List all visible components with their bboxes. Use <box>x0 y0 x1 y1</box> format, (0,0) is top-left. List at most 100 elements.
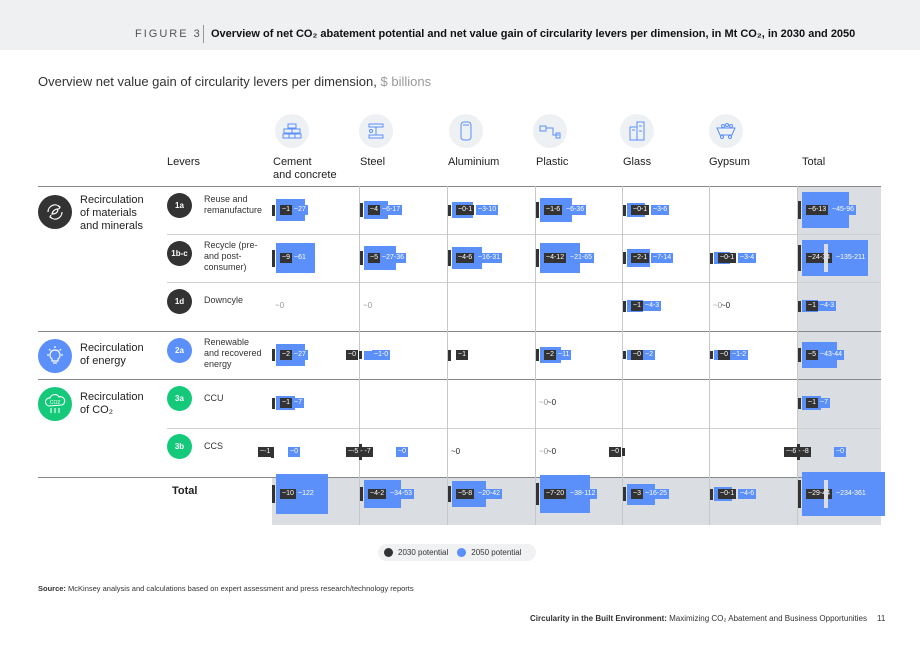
label-2030: ~0-1 <box>456 205 475 215</box>
bar-2030 <box>798 245 801 271</box>
label-2050: ~4-6 <box>738 489 757 499</box>
cell-zero-value: ~0 <box>547 398 557 407</box>
column-divider <box>709 186 710 525</box>
lever-badge-1d: 1d <box>167 289 192 314</box>
label-2030: ~2-1 <box>631 253 650 263</box>
label-2030: ~5 <box>368 253 380 263</box>
label-2030: ~3 <box>631 489 643 499</box>
label-2050: ~43-44 <box>818 350 844 360</box>
label-2030: ~1 <box>280 398 292 408</box>
bar-2030 <box>623 351 626 359</box>
bar-2030 <box>536 483 539 505</box>
levers-header: Levers <box>167 156 201 168</box>
bar-2030 <box>272 249 275 267</box>
section-divider <box>38 477 881 478</box>
label-2030: ~2 <box>544 350 556 360</box>
column-divider <box>535 186 536 525</box>
column-divider <box>447 186 448 525</box>
column-header-plastic: Plastic <box>536 156 569 168</box>
label-2050: ~3-10 <box>476 205 499 215</box>
bar-2030 <box>623 251 626 265</box>
column-divider <box>622 186 623 525</box>
legend-2050-label: 2050 potential <box>471 548 522 557</box>
header-divider <box>203 25 204 43</box>
bar-2030 <box>448 485 451 503</box>
section-divider <box>38 186 881 187</box>
bar-2030 <box>448 204 451 216</box>
bricks-icon <box>275 114 309 148</box>
label-2030: ~0-1 <box>718 489 737 499</box>
legend-2030-swatch <box>384 548 393 557</box>
label-2050: ~4-3 <box>643 301 662 311</box>
column-header-gypsum: Gypsum <box>709 156 750 168</box>
co2-cloud-icon: CO2 <box>38 387 72 421</box>
label-2050: ~6-17 <box>380 205 403 215</box>
column-header-total: Total <box>802 156 826 168</box>
chart-legend: 2030 potential 2050 potential <box>378 544 536 561</box>
label-2030: ~1-6 <box>544 205 563 215</box>
label-2050: ~6-36 <box>564 205 587 215</box>
label-2050: ~16-31 <box>476 253 502 263</box>
label-2030: ~-6 - -8 <box>784 447 811 457</box>
section-divider <box>38 379 881 380</box>
bar-2030 <box>359 351 362 359</box>
subtitle-unit: $ billions <box>380 74 432 89</box>
axis-break-marker <box>824 480 828 508</box>
lever-name-3b: CCS <box>204 441 224 451</box>
label-2030: ~6-13 <box>806 205 829 215</box>
cell-zero-value: ~0 <box>363 301 373 310</box>
cell-zero-value: ~0 <box>451 447 461 456</box>
row-divider <box>167 282 881 283</box>
glass-building-icon <box>620 114 654 148</box>
cell-zero-value: ~0 <box>275 301 285 310</box>
label-2030: ~7-20 <box>544 489 567 499</box>
label-2050: ~11 <box>556 350 572 360</box>
bar-2030 <box>360 487 363 501</box>
legend-2030-label: 2030 potential <box>398 548 449 557</box>
label-2030: ~1 <box>806 398 818 408</box>
aluminium-can-icon <box>449 114 483 148</box>
lever-badge-1a: 1a <box>167 193 192 218</box>
label-2050: ~0 <box>396 447 408 457</box>
label-2030: ~0 <box>346 350 358 360</box>
label-2050: ~0 <box>834 447 846 457</box>
bar-2030 <box>623 300 626 312</box>
bar-2030 <box>798 347 801 363</box>
cell-zero-value: ~0 <box>539 398 549 407</box>
bar-2030 <box>272 204 275 216</box>
plastic-pipe-icon <box>533 114 567 148</box>
label-2050: ~7-14 <box>651 253 674 263</box>
bar-2030 <box>710 351 713 359</box>
label-2050: ~27-36 <box>380 253 406 263</box>
label-2030: ~0 <box>609 447 621 457</box>
bar-2030 <box>536 348 539 362</box>
label-2050: ~20-42 <box>476 489 502 499</box>
label-2030: ~1 <box>631 301 643 311</box>
figure-label: FIGURE 3 <box>135 28 202 40</box>
label-2050: ~3-6 <box>651 205 670 215</box>
bar-2030 <box>272 348 275 362</box>
lever-badge-3a: 3a <box>167 386 192 411</box>
column-header-steel: Steel <box>360 156 386 168</box>
label-2050: ~27 <box>292 205 308 215</box>
axis-break-marker <box>824 244 828 272</box>
chart-subtitle: Overview net value gain of circularity l… <box>38 74 431 89</box>
bar-2030 <box>798 200 801 220</box>
label-2050: ~16-25 <box>643 489 669 499</box>
lever-badge-3b: 3b <box>167 434 192 459</box>
label-2030: ~1 <box>806 301 818 311</box>
label-2050: ~0 <box>288 447 300 457</box>
lever-name-3a: CCU <box>204 393 224 403</box>
bar-2030 <box>536 248 539 268</box>
bar-2030 <box>272 397 275 409</box>
label-2030: ~5-8 <box>456 489 475 499</box>
label-2030: ~4 <box>368 205 380 215</box>
bar-2030 <box>623 487 626 501</box>
lever-name-1d: Downcyle <box>204 295 244 305</box>
label-2050: ~7 <box>818 398 830 408</box>
column-header-glass: Glass <box>623 156 652 168</box>
label-2050: ~27 <box>292 350 308 360</box>
lever-badge-2a: 2a <box>167 338 192 363</box>
row-divider <box>167 234 881 235</box>
label-2050: ~61 <box>292 253 308 263</box>
